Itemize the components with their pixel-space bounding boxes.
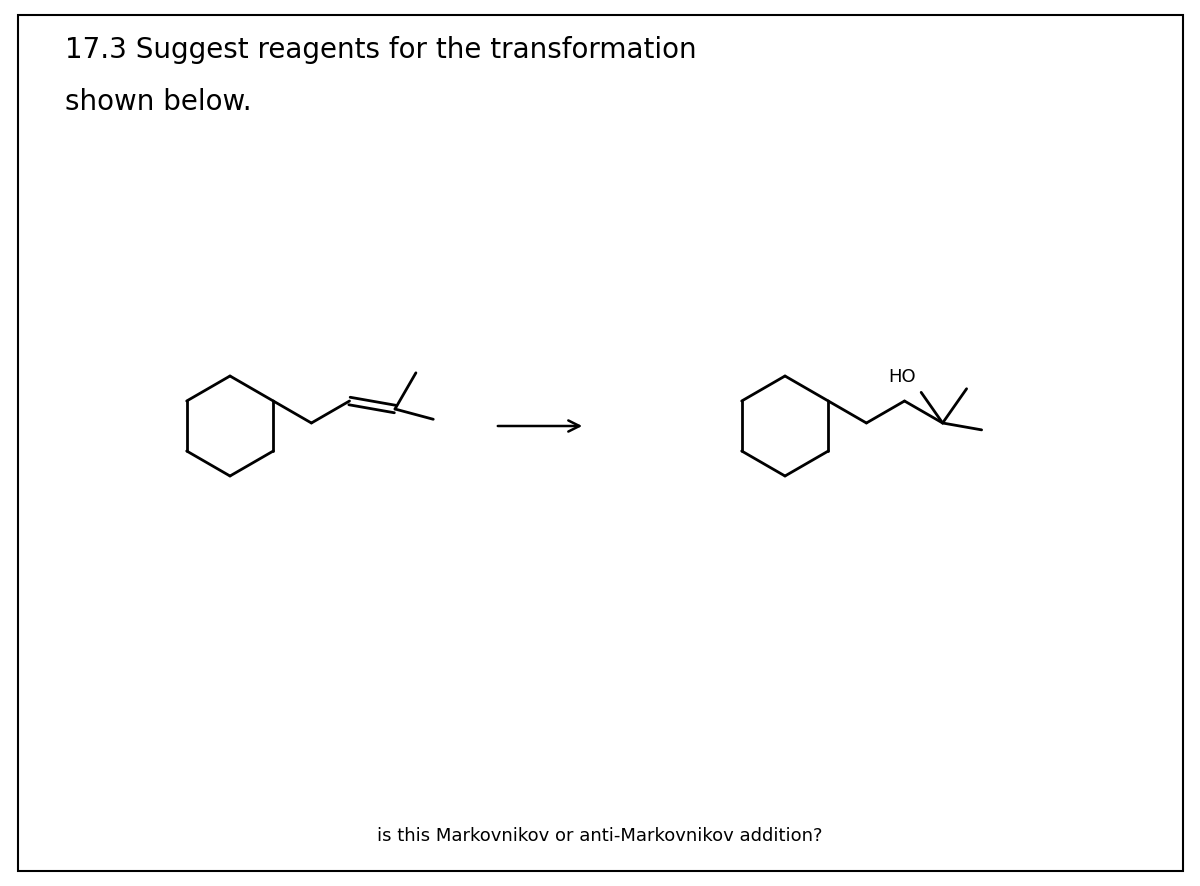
Text: is this Markovnikov or anti-Markovnikov addition?: is this Markovnikov or anti-Markovnikov … xyxy=(377,827,823,845)
Text: HO: HO xyxy=(888,369,916,386)
Text: shown below.: shown below. xyxy=(65,88,252,116)
Text: 17.3 Suggest reagents for the transformation: 17.3 Suggest reagents for the transforma… xyxy=(65,36,697,64)
